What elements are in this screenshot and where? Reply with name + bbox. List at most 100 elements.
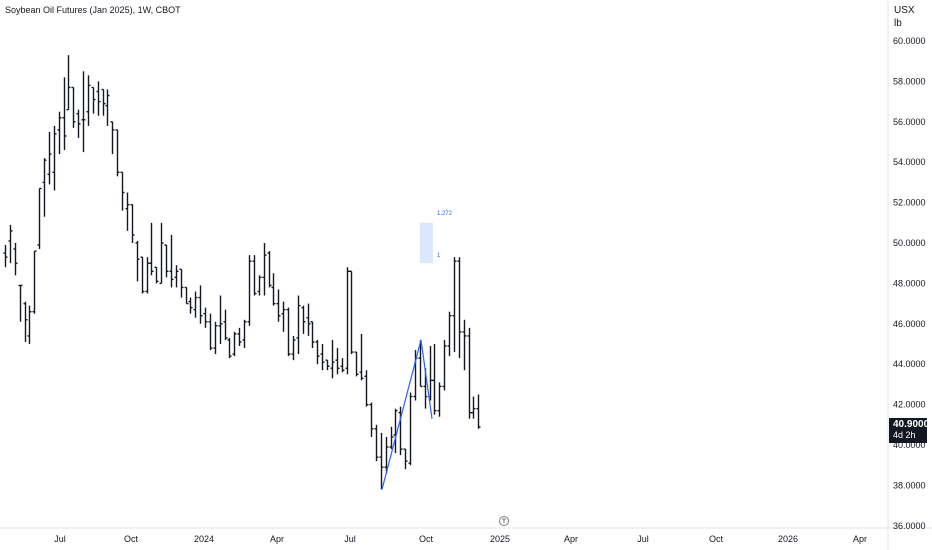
ohlc-bar bbox=[306, 303, 311, 336]
ohlc-bar bbox=[281, 301, 286, 332]
ohlc-bar bbox=[52, 125, 57, 191]
ohlc-bar bbox=[149, 222, 154, 276]
ohlc-bar bbox=[418, 339, 423, 388]
ohlc-bar bbox=[276, 289, 281, 322]
ohlc-bar bbox=[145, 257, 150, 294]
ohlc-bar bbox=[271, 273, 276, 306]
chart-title: Soybean Oil Futures (Jan 2025), 1W, CBOT bbox=[5, 5, 181, 15]
ohlc-bar bbox=[8, 224, 13, 264]
y-tick-label: 46.0000 bbox=[893, 319, 926, 329]
ohlc-bar bbox=[296, 295, 301, 355]
ohlc-bar bbox=[213, 321, 218, 355]
y-tick-label: 44.0000 bbox=[893, 359, 926, 369]
ohlc-bar bbox=[379, 432, 384, 490]
y-tick-label: 60.0000 bbox=[893, 36, 926, 46]
x-tick-label: Apr bbox=[564, 534, 578, 544]
ohlc-bar bbox=[198, 285, 203, 324]
ohlc-bar bbox=[164, 244, 169, 278]
ohlc-bar bbox=[389, 426, 394, 450]
x-tick-label: Jul bbox=[54, 534, 66, 544]
ohlc-bar bbox=[267, 251, 272, 288]
ohlc-bar bbox=[227, 337, 232, 359]
ohlc-bar bbox=[76, 109, 81, 138]
ohlc-bar bbox=[81, 71, 86, 153]
ohlc-bar bbox=[345, 267, 350, 375]
ohlc-bar bbox=[301, 305, 306, 334]
ohlc-bar bbox=[442, 339, 447, 391]
ohlc-bar bbox=[47, 131, 52, 185]
ohlc-bar bbox=[193, 291, 198, 318]
ohlc-bar bbox=[105, 89, 110, 126]
ohlc-bar bbox=[398, 406, 403, 456]
ohlc-bar bbox=[325, 359, 330, 371]
bar-countdown: 4d 2h bbox=[893, 430, 916, 440]
ohlc-bar bbox=[330, 339, 335, 379]
unit-box[interactable]: USX lb bbox=[894, 4, 915, 30]
ohlc-bar bbox=[91, 86, 96, 114]
x-tick-label: Jul bbox=[344, 534, 356, 544]
ohlc-bar bbox=[291, 335, 296, 361]
ohlc-bar bbox=[432, 344, 437, 415]
ohlc-bar bbox=[179, 268, 184, 298]
ohlc-bar bbox=[247, 255, 252, 326]
ohlc-bar bbox=[32, 250, 37, 314]
y-tick-label: 38.0000 bbox=[893, 480, 926, 490]
trendline[interactable] bbox=[381, 339, 422, 490]
ohlc-bar bbox=[101, 88, 106, 116]
y-tick-label: 54.0000 bbox=[893, 157, 926, 167]
ohlc-bar bbox=[467, 327, 472, 419]
fib-label-1: 1 bbox=[437, 253, 441, 259]
trendline[interactable] bbox=[420, 339, 433, 419]
ohlc-bar bbox=[310, 321, 315, 349]
ohlc-bar bbox=[286, 307, 291, 357]
x-tick-label: 2025 bbox=[490, 534, 510, 544]
ohlc-bar bbox=[169, 234, 174, 288]
ohlc-bar bbox=[335, 348, 340, 375]
ohlc-bar bbox=[218, 295, 223, 344]
ohlc-bar bbox=[140, 256, 145, 294]
fib-extension-zone[interactable] bbox=[420, 222, 433, 264]
y-tick-label: 36.0000 bbox=[893, 521, 926, 531]
ohlc-bar bbox=[37, 187, 42, 250]
ohlc-bar bbox=[359, 333, 364, 381]
ohlc-bar bbox=[252, 255, 257, 296]
ohlc-bar bbox=[242, 319, 247, 349]
ohlc-bar bbox=[120, 171, 125, 211]
ohlc-bar bbox=[110, 121, 115, 155]
last-price-value: 40.9000 bbox=[893, 419, 930, 430]
ohlc-bar bbox=[71, 86, 76, 128]
ohlc-bar bbox=[476, 394, 481, 429]
ohlc-bar bbox=[374, 424, 379, 462]
y-tick-label: 50.0000 bbox=[893, 238, 926, 248]
ohlc-bar bbox=[462, 319, 467, 371]
ohlc-bar bbox=[223, 309, 228, 340]
tradingview-logo-icon bbox=[499, 516, 509, 526]
y-tick-label: 58.0000 bbox=[893, 76, 926, 86]
ohlc-bar bbox=[437, 382, 442, 417]
x-tick-label: Jul bbox=[637, 534, 649, 544]
ohlc-bar bbox=[349, 270, 354, 355]
ohlc-bar bbox=[154, 266, 159, 284]
x-tick-label: Oct bbox=[419, 534, 434, 544]
y-tick-label: 48.0000 bbox=[893, 278, 926, 288]
y-tick-label: 56.0000 bbox=[893, 117, 926, 127]
y-tick-label: 52.0000 bbox=[893, 198, 926, 208]
x-tick-label: 2024 bbox=[194, 534, 214, 544]
x-tick-label: Oct bbox=[124, 534, 139, 544]
ohlc-bar bbox=[237, 327, 242, 347]
last-price-tag: 40.9000 4d 2h bbox=[889, 418, 930, 443]
ohlc-bar bbox=[257, 275, 262, 296]
ohlc-bar bbox=[57, 111, 62, 155]
ohlc-bar bbox=[159, 222, 164, 285]
ohlc-bar bbox=[96, 81, 101, 116]
ohlc-bar bbox=[262, 243, 267, 296]
ohlc-bar bbox=[115, 129, 120, 177]
ohlc-bar bbox=[188, 297, 193, 314]
ohlc-bar bbox=[18, 284, 23, 322]
unit-label: lb bbox=[894, 18, 902, 29]
ohlc-bar bbox=[457, 257, 462, 359]
y-tick-label: 42.0000 bbox=[893, 400, 926, 410]
ohlc-bar bbox=[203, 307, 208, 328]
currency-label: USX bbox=[894, 5, 915, 16]
